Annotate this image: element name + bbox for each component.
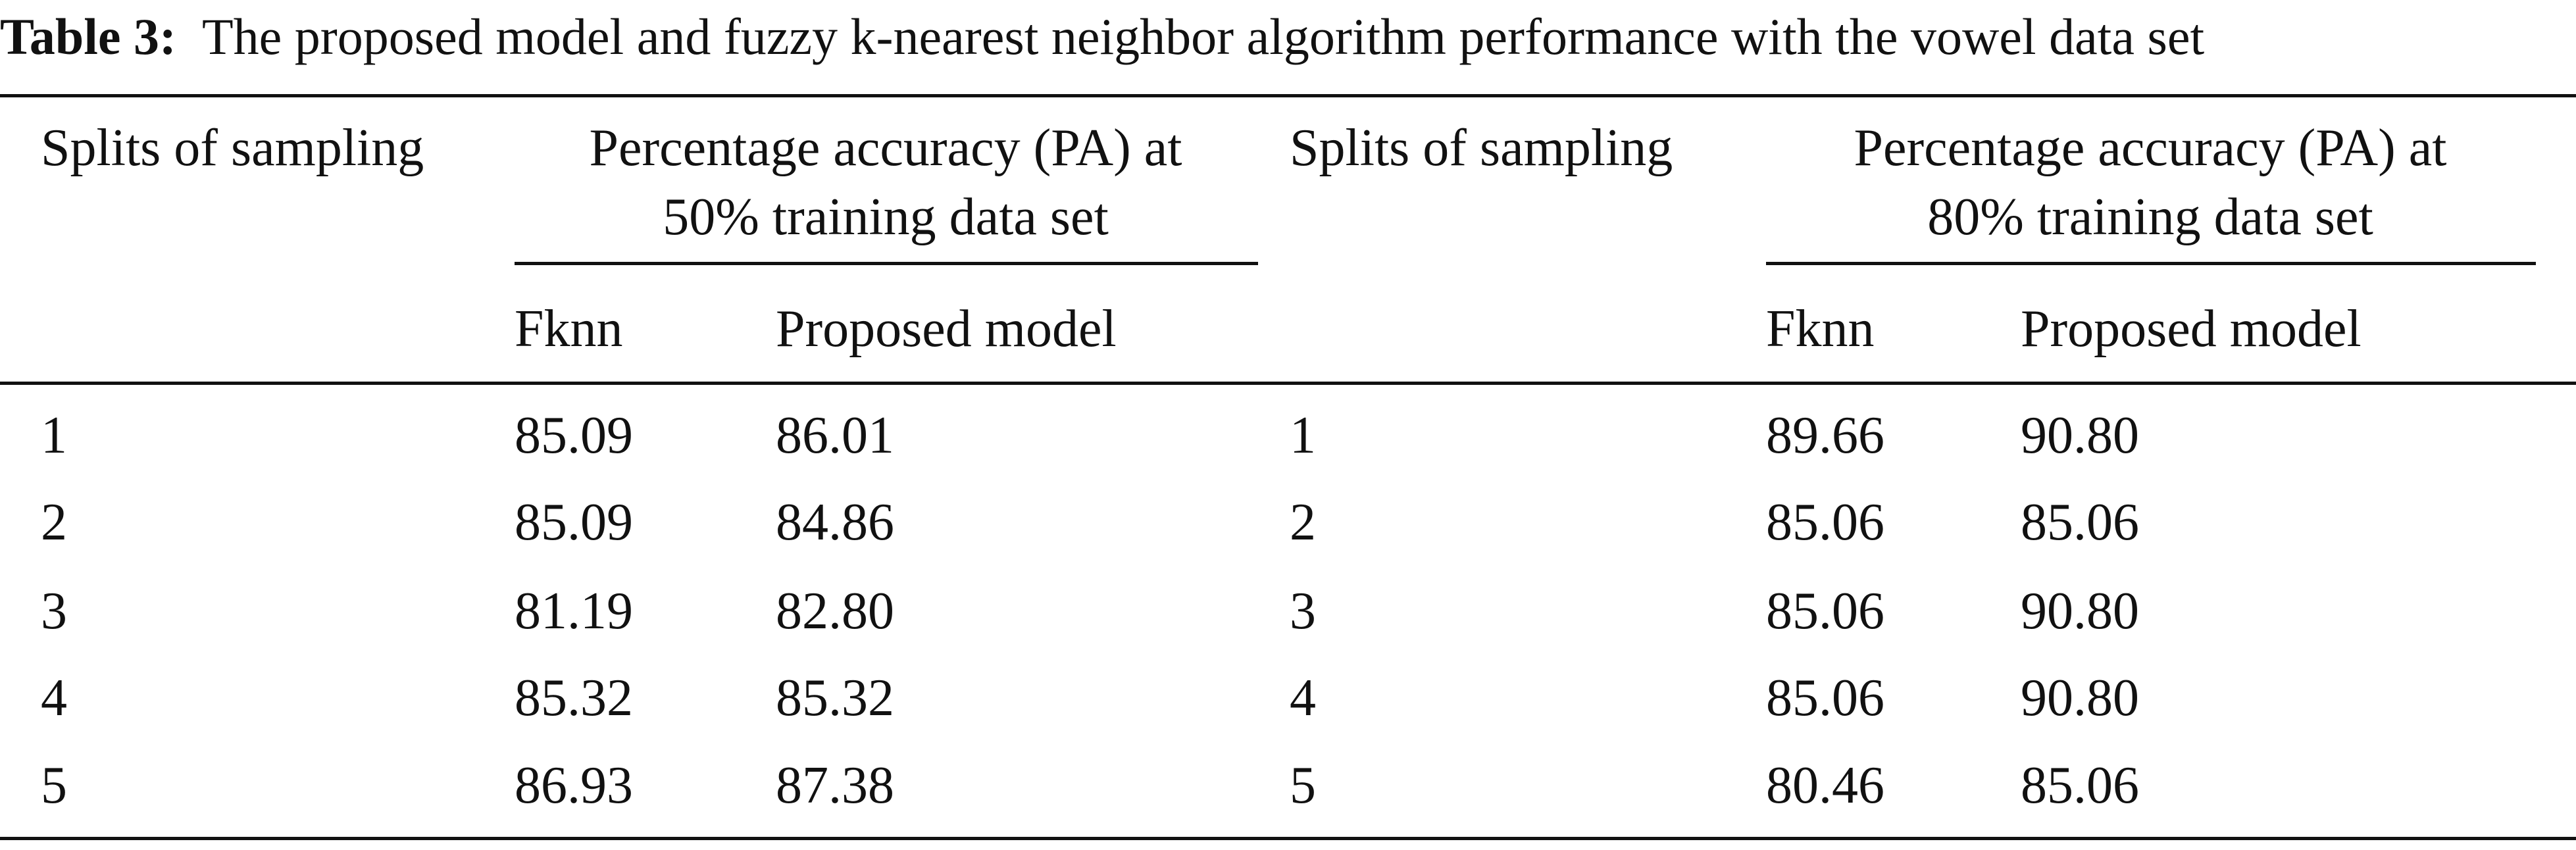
bottom-rule (0, 837, 2576, 840)
column-header: Percentage accuracy (PA) at (589, 119, 1182, 177)
table-cell: 3 (1290, 582, 1316, 640)
table-cell: 87.38 (776, 757, 894, 814)
column-header: 80% training data set (1927, 188, 2373, 246)
caption: Table 3: The proposed model and fuzzy k-… (0, 11, 2204, 63)
table-cell: 85.06 (1766, 582, 1884, 640)
table-cell: 85.32 (515, 669, 633, 727)
sub-header: Fknn (515, 300, 623, 358)
table-cell: 86.01 (776, 407, 894, 464)
column-header: 50% training data set (663, 188, 1109, 246)
table-cell: 4 (41, 669, 67, 727)
table-cell: 90.80 (2021, 582, 2139, 640)
table-cell: 89.66 (1766, 407, 1884, 464)
column-header: Splits of sampling (41, 119, 424, 177)
table-cell: 81.19 (515, 582, 633, 640)
table-cell: 2 (1290, 493, 1316, 551)
table-cell: 5 (1290, 757, 1316, 814)
table-cell: 90.80 (2021, 407, 2139, 464)
table-cell: 84.86 (776, 493, 894, 551)
column-header: Splits of sampling (1290, 119, 1673, 177)
table-cell: 85.32 (776, 669, 894, 727)
span-rule (515, 262, 1258, 265)
table-cell: 82.80 (776, 582, 894, 640)
top-rule (0, 94, 2576, 97)
table-cell: 3 (41, 582, 67, 640)
table-cell: 1 (1290, 407, 1316, 464)
column-header: Percentage accuracy (PA) at (1854, 119, 2447, 177)
span-rule (1766, 262, 2536, 265)
table-cell: 80.46 (1766, 757, 1884, 814)
table-cell: 85.09 (515, 407, 633, 464)
caption-text: The proposed model and fuzzy k-nearest n… (202, 8, 2205, 65)
caption-label: Table 3: (0, 8, 177, 65)
table-cell: 85.09 (515, 493, 633, 551)
table-cell: 2 (41, 493, 67, 551)
sub-header: Fknn (1766, 300, 1875, 358)
sub-header: Proposed model (776, 300, 1117, 358)
table-cell: 85.06 (2021, 757, 2139, 814)
table-cell: 85.06 (1766, 669, 1884, 727)
table-cell: 86.93 (515, 757, 633, 814)
table-cell: 1 (41, 407, 67, 464)
table-cell: 85.06 (1766, 493, 1884, 551)
table-cell: 5 (41, 757, 67, 814)
table-cell: 4 (1290, 669, 1316, 727)
sub-header: Proposed model (2021, 300, 2361, 358)
table-cell: 90.80 (2021, 669, 2139, 727)
table-cell: 85.06 (2021, 493, 2139, 551)
header-rule (0, 382, 2576, 385)
